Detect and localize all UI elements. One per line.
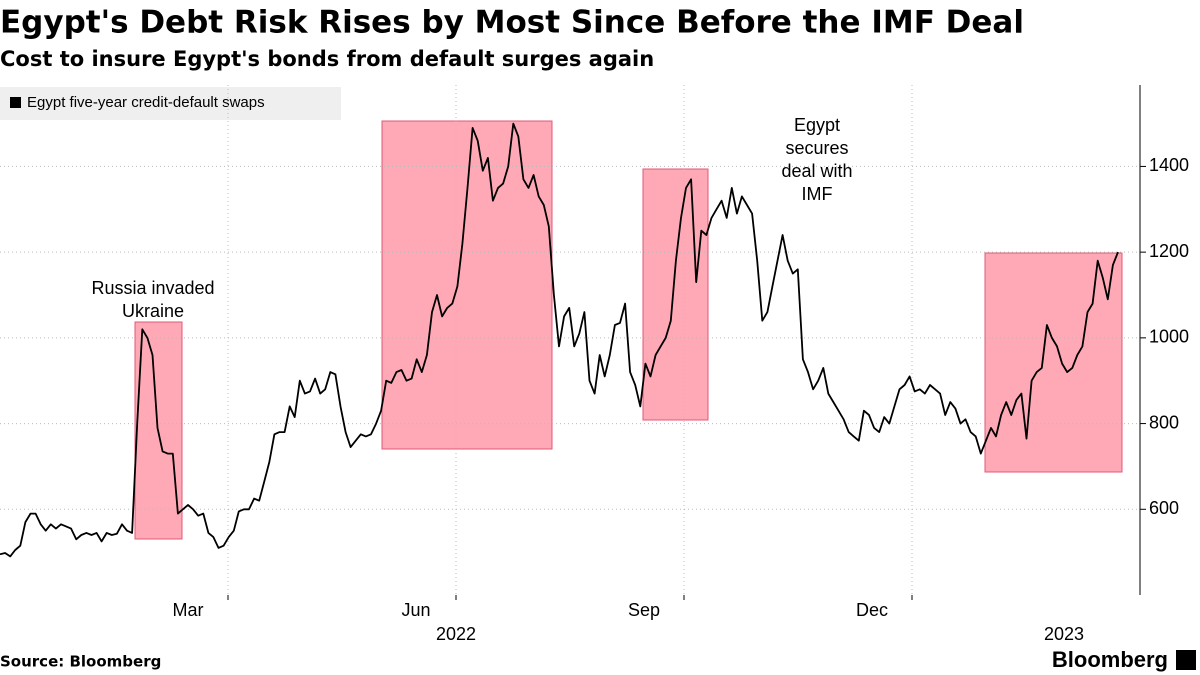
chart-subtitle: Cost to insure Egypt's bonds from defaul… [0, 47, 654, 71]
highlight [984, 252, 1123, 473]
annotation: Russia invaded [91, 278, 214, 298]
source: Source: Bloomberg [0, 653, 161, 671]
brand: Bloomberg [1052, 647, 1168, 672]
y-tick-label: 800 [1149, 412, 1179, 432]
y-tick-label: 1200 [1149, 241, 1189, 261]
y-tick-label: 1000 [1149, 327, 1189, 347]
x-tick-label: Sep [628, 600, 660, 620]
legend-box [0, 87, 341, 120]
y-tick-label: 600 [1149, 498, 1179, 518]
annotation: Egypt [794, 115, 840, 135]
annotation: Ukraine [122, 301, 184, 321]
x-year-label: 2022 [436, 624, 476, 644]
line-series [0, 122, 1119, 558]
annotation: secures [785, 138, 848, 158]
highlight [381, 120, 553, 450]
annotation: deal with [781, 161, 852, 181]
legend-swatch [10, 97, 21, 108]
highlight [642, 168, 709, 421]
highlights [134, 120, 1123, 540]
chart-title: Egypt's Debt Risk Rises by Most Since Be… [0, 5, 1024, 41]
legend-label: Egypt five-year credit-default swaps [27, 94, 265, 111]
brand-icon [1176, 650, 1196, 670]
x-year-label: 2023 [1044, 624, 1084, 644]
annotation: IMF [802, 184, 833, 204]
y-tick-label: 1400 [1149, 155, 1189, 175]
x-tick-label: Mar [173, 600, 204, 620]
x-tick-label: Dec [856, 600, 888, 620]
x-tick-label: Jun [401, 600, 430, 620]
